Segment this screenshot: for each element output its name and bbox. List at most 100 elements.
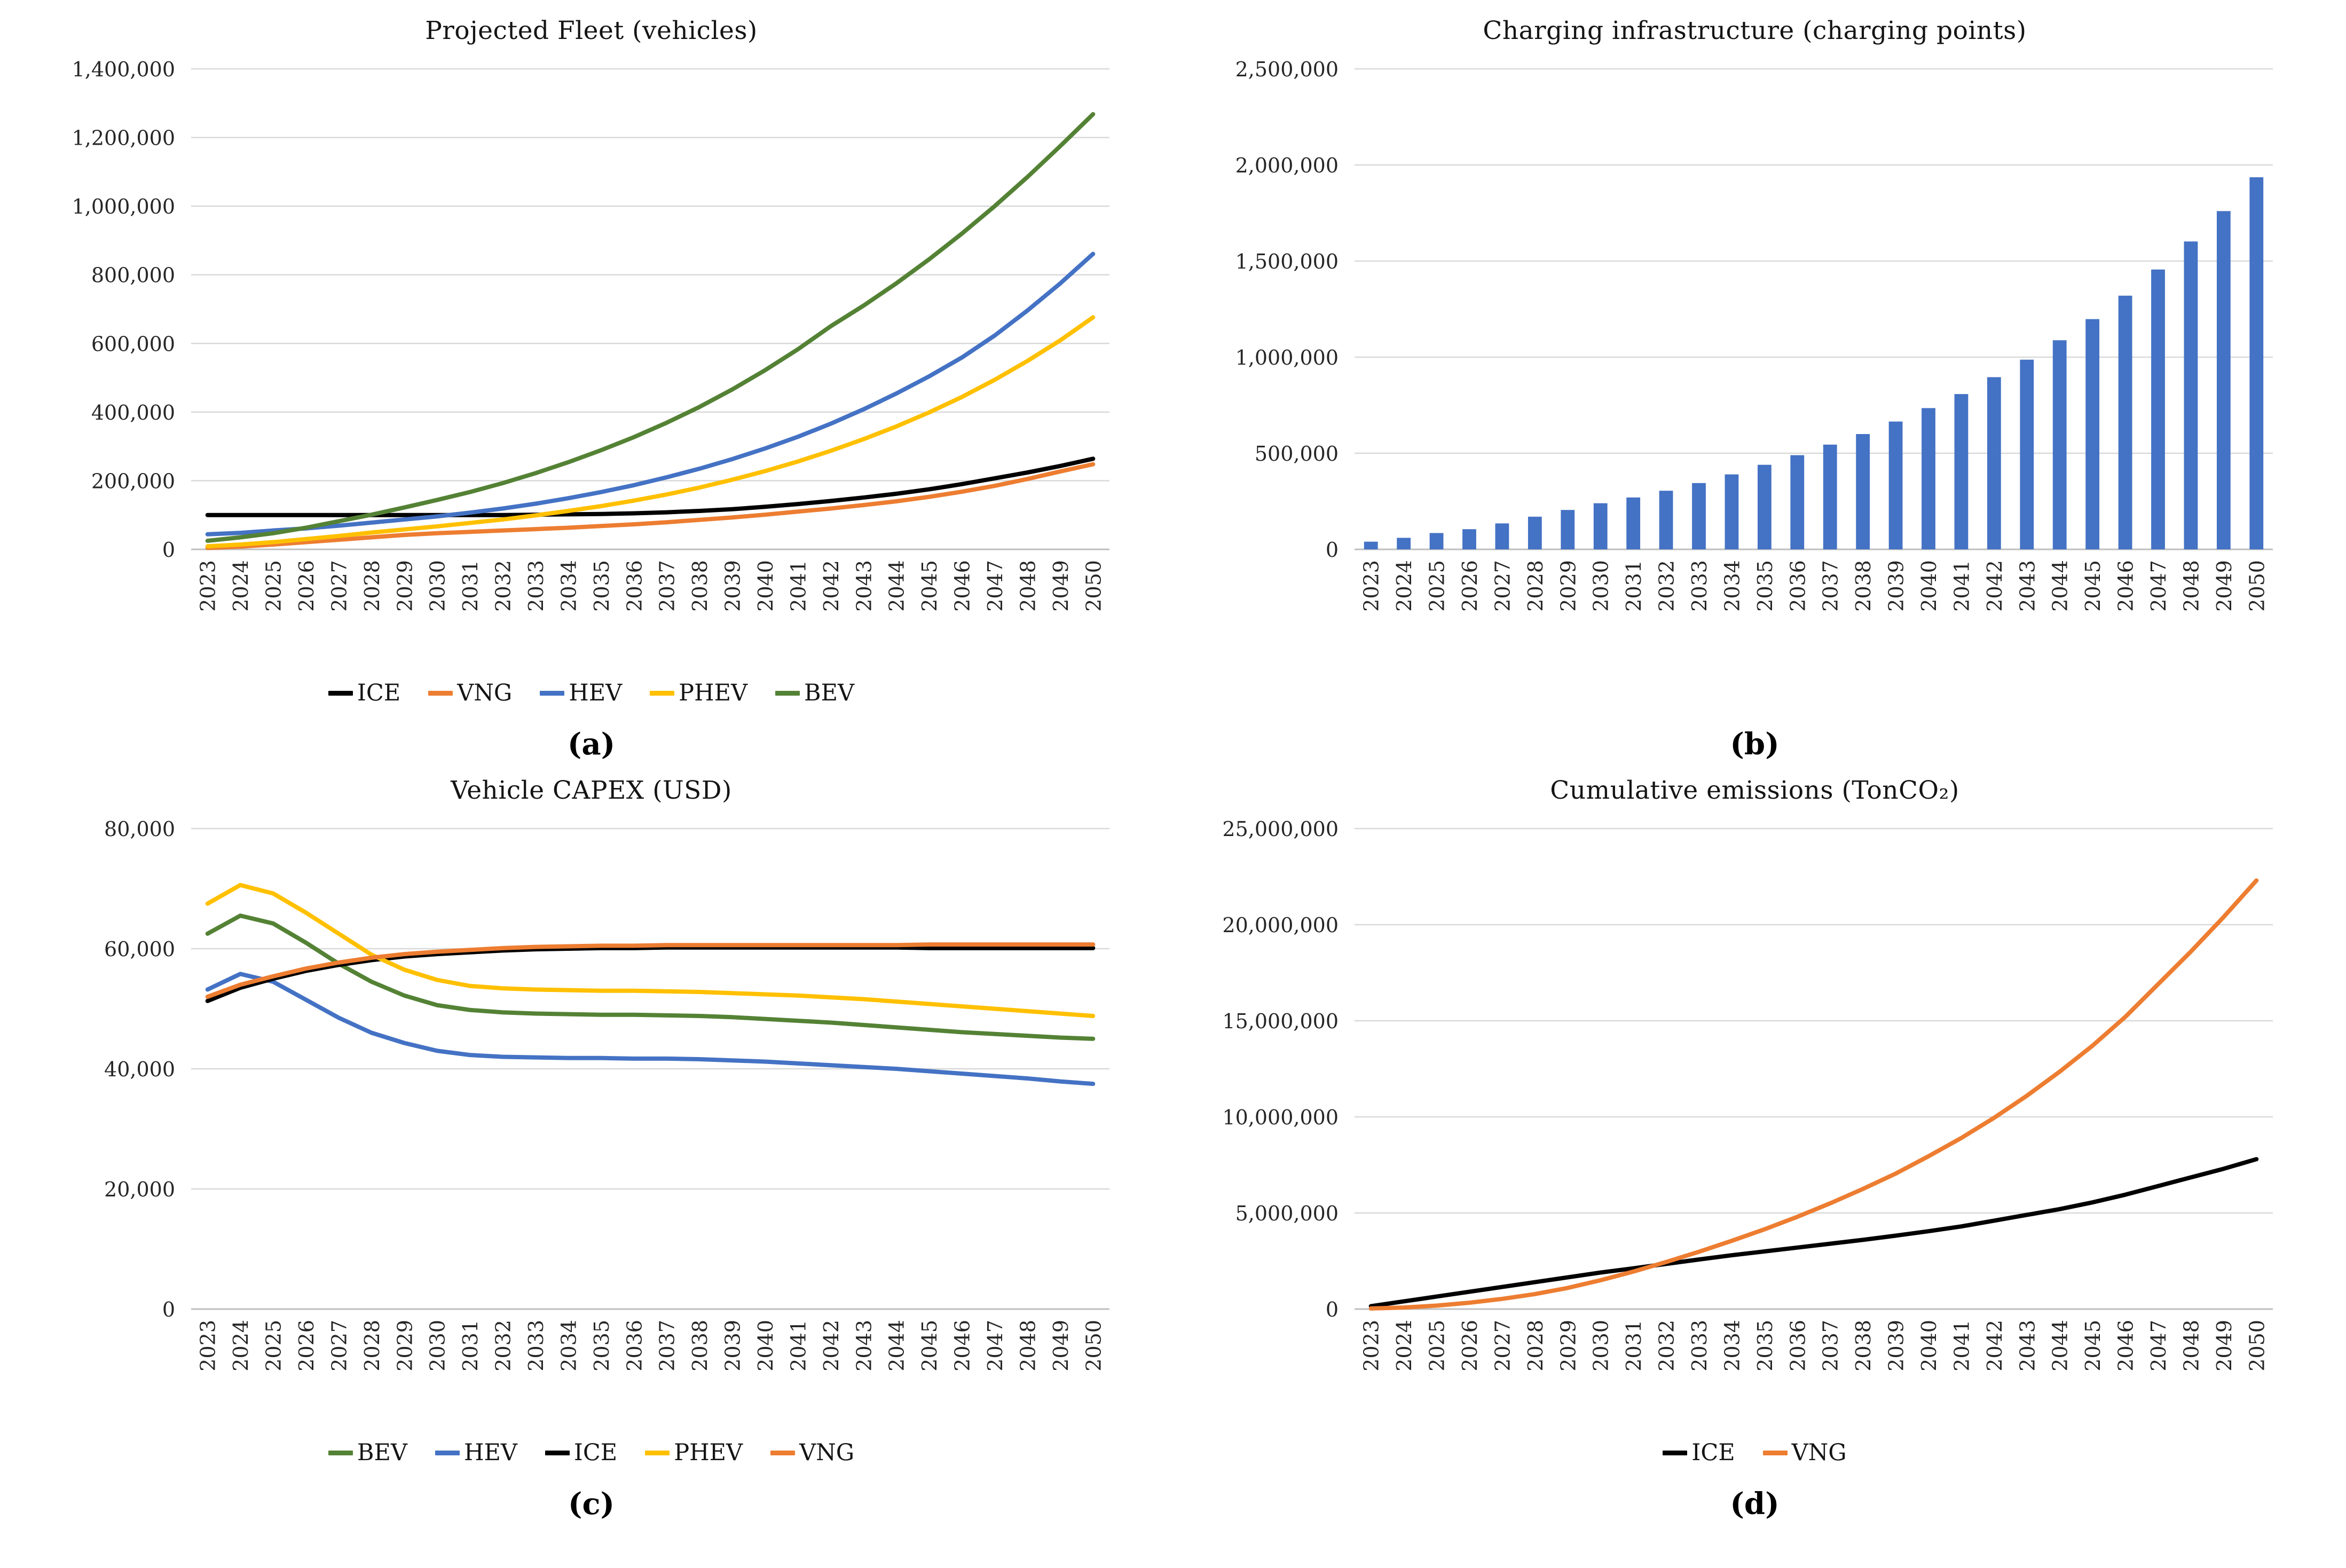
x-tick-label: 2024 [229, 1320, 253, 1372]
x-tick-label: 2035 [589, 560, 613, 612]
x-tick-label: 2025 [262, 1320, 285, 1372]
x-tick-label: 2049 [1049, 1320, 1072, 1372]
legend-label: VNG [457, 680, 513, 706]
legend-marker-ICE [545, 1450, 570, 1455]
x-tick-label: 2030 [1589, 1320, 1612, 1372]
x-tick-label: 2034 [557, 560, 580, 612]
x-tick-label: 2040 [754, 1320, 777, 1372]
x-tick-label: 2043 [2016, 1320, 2039, 1372]
x-tick-label: 2025 [262, 560, 285, 612]
x-tick-label: 2048 [1016, 560, 1040, 612]
bar-2034 [1725, 474, 1738, 549]
x-tick-label: 2033 [1688, 560, 1711, 612]
legend-vehicle-capex: BEV HEV ICE PHEV VNG [328, 1431, 854, 1475]
x-tick-label: 2046 [2114, 560, 2137, 612]
x-tick-label: 2030 [1589, 560, 1612, 612]
x-tick-label: 2043 [852, 1320, 876, 1372]
y-tick-label: 20,000 [104, 1178, 175, 1201]
legend-label: PHEV [674, 1439, 743, 1466]
x-tick-label: 2045 [918, 560, 941, 612]
panel-label-c: (c) [568, 1486, 615, 1522]
x-tick-label: 2027 [327, 560, 351, 612]
y-tick-label: 1,500,000 [1235, 250, 1338, 273]
series-line-VNG [205, 942, 1095, 999]
series-line-ICE [1368, 1157, 2258, 1309]
x-tick-label: 2031 [1622, 1320, 1646, 1372]
legend-label: VNG [1791, 1439, 1847, 1466]
panel-a: Projected Fleet (vehicles) 0 200,000 400,0… [19, 4, 1163, 762]
x-tick-label: 2047 [983, 1320, 1007, 1372]
x-tick-label: 2023 [196, 560, 219, 612]
legend-marker-HEV [435, 1450, 460, 1455]
x-tick-label: 2023 [196, 1320, 219, 1372]
legend-marker-ICE [1663, 1450, 1688, 1455]
bar-2037 [1823, 444, 1837, 549]
x-tick-label: 2048 [2179, 1320, 2203, 1372]
bar-2046 [2118, 295, 2132, 549]
x-tick-label: 2049 [1049, 560, 1072, 612]
y-tick-label: 0 [1325, 1298, 1338, 1321]
x-tick-label: 2029 [393, 560, 416, 612]
legend-marker-PHEV [650, 690, 675, 696]
series-line-ICE [205, 945, 1095, 1003]
x-tick-label: 2050 [2245, 560, 2269, 612]
x-tick-label: 2030 [426, 560, 449, 612]
y-tick-label: 0 [1325, 538, 1338, 562]
projected-fleet-chart: 0 200,000 400,000 600,000 800,000 1,000,000 1,… [72, 58, 1109, 612]
legend-item-ICE: ICE [328, 680, 400, 706]
y-tick-label: 1,400,000 [72, 58, 175, 81]
legend-label: HEV [569, 680, 623, 706]
legend-item-BEV: BEV [328, 1439, 407, 1466]
y-tick-label: 500,000 [1254, 442, 1338, 466]
x-tick-label: 2041 [1950, 1320, 1973, 1372]
y-tick-label: 1,000,000 [72, 195, 175, 218]
x-tick-label: 2033 [1688, 1320, 1711, 1372]
legend-label: HEV [463, 1439, 517, 1466]
x-tick-label: 2024 [1392, 1320, 1416, 1372]
x-tick-label: 2040 [1917, 1320, 1941, 1372]
x-tick-label: 2049 [2212, 1320, 2235, 1372]
bar-2042 [1987, 377, 2001, 549]
y-tick-label: 800,000 [91, 264, 175, 287]
legend-item-HEV: HEV [540, 680, 622, 706]
x-tick-label: 2041 [786, 560, 810, 612]
panel-c: Vehicle CAPEX (USD) 0 20,000 40,000 60,000 8… [19, 764, 1163, 1522]
x-tick-label: 2036 [1786, 1320, 1809, 1372]
legend-marker-ICE [328, 690, 353, 696]
legend-marker-VNG [1762, 1450, 1788, 1455]
x-tick-label: 2024 [229, 560, 253, 612]
x-tick-label: 2027 [1491, 1320, 1514, 1372]
x-tick-label: 2045 [918, 1320, 941, 1372]
chart-title-charging-infrastructure: Charging infrastructure (charging points… [1483, 16, 2027, 45]
x-tick-label: 2036 [623, 560, 646, 612]
y-tick-label: 15,000,000 [1222, 1010, 1339, 1033]
bar-2038 [1855, 434, 1870, 549]
x-tick-label: 2028 [360, 1320, 383, 1372]
x-tick-label: 2037 [1818, 1320, 1842, 1372]
y-tick-label: 20,000,000 [1222, 913, 1339, 937]
vehicle-capex-chart: 0 20,000 40,000 60,000 80,000 2023 2024 2025 202… [104, 817, 1109, 1372]
y-tick-label: 600,000 [91, 332, 175, 356]
charging-infrastructure-chart: 0 500,000 1,000,000 1,500,000 2,000,000 2,500… [1235, 58, 2273, 612]
panel-b: Charging infrastructure (charging points… [1183, 4, 2327, 762]
x-tick-label: 2023 [1359, 1320, 1383, 1372]
x-tick-label: 2037 [655, 560, 679, 612]
legend-cumulative-emissions: ICE VNG [1663, 1431, 1847, 1475]
chart-title-cumulative-emissions: Cumulative emissions (TonCO₂) [1550, 776, 1959, 805]
x-tick-label: 2044 [885, 1320, 908, 1372]
x-tick-label: 2026 [295, 560, 318, 612]
x-tick-label: 2047 [983, 560, 1007, 612]
panel-label-d: (d) [1730, 1486, 1780, 1522]
series-line-HEV [205, 972, 1095, 1086]
x-tick-label: 2050 [1082, 1320, 1105, 1372]
x-tick-label: 2044 [2048, 1320, 2072, 1372]
bar-2048 [2184, 241, 2198, 549]
x-tick-label: 2044 [2048, 560, 2072, 612]
x-tick-label: 2025 [1425, 560, 1448, 612]
bar-2049 [2216, 211, 2231, 549]
x-tick-label: 2030 [426, 1320, 449, 1372]
legend-item-HEV: HEV [435, 1439, 517, 1466]
x-tick-label: 2043 [852, 560, 876, 612]
x-tick-label: 2039 [1884, 560, 1908, 612]
x-tick-label: 2048 [2179, 560, 2203, 612]
